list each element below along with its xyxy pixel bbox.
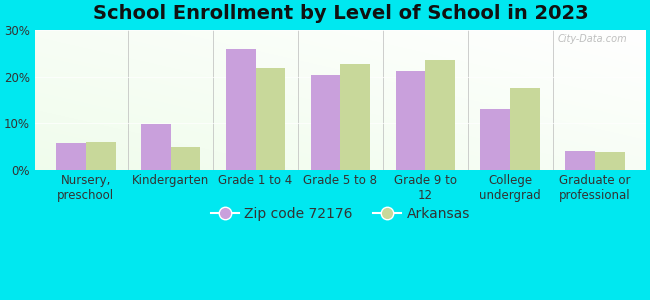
Bar xyxy=(86,142,116,170)
Bar xyxy=(595,152,625,170)
Bar xyxy=(480,109,510,170)
Title: School Enrollment by Level of School in 2023: School Enrollment by Level of School in … xyxy=(92,4,588,23)
Bar xyxy=(255,68,285,170)
Bar xyxy=(566,151,595,170)
Bar xyxy=(510,88,540,169)
Bar xyxy=(171,147,200,170)
Bar xyxy=(311,75,341,170)
Bar xyxy=(396,71,425,170)
Bar xyxy=(141,124,171,170)
Bar xyxy=(57,142,86,170)
Bar xyxy=(341,64,370,170)
Legend: Zip code 72176, Arkansas: Zip code 72176, Arkansas xyxy=(205,202,476,226)
Text: City-Data.com: City-Data.com xyxy=(558,34,627,44)
Bar xyxy=(425,60,455,169)
Bar xyxy=(226,49,255,169)
